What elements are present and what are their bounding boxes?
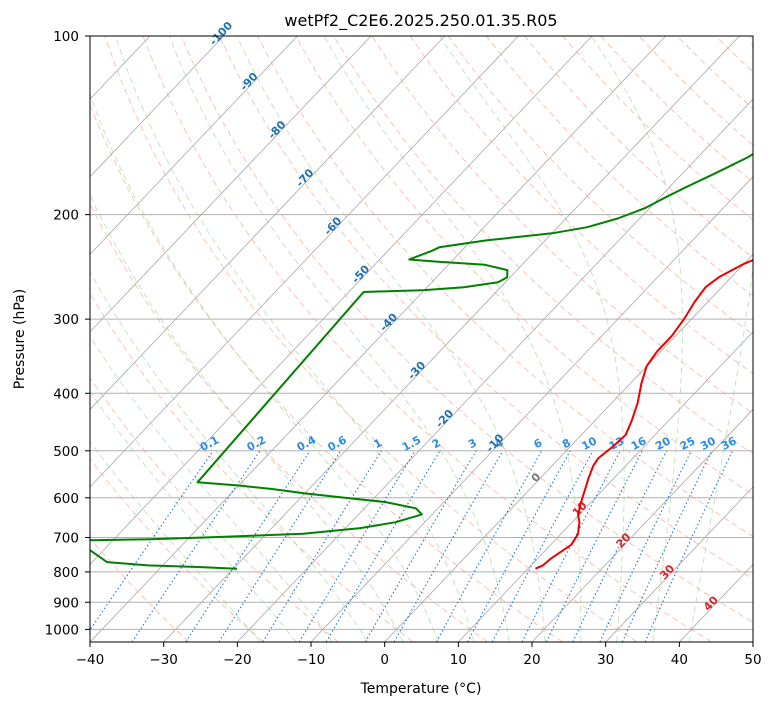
x-tick-label: −30 bbox=[149, 652, 178, 668]
mixing-ratio-line bbox=[572, 450, 668, 642]
x-tick-label: 0 bbox=[380, 652, 389, 668]
dry-adiabat-line bbox=[409, 36, 753, 375]
moist-adiabat-line bbox=[168, 36, 510, 642]
isotherm-line bbox=[237, 98, 753, 642]
y-axis-label: Pressure (hPa) bbox=[12, 289, 28, 389]
isotherm-line bbox=[90, 36, 666, 642]
moist-adiabat-line bbox=[590, 36, 683, 642]
plot-frame bbox=[89, 35, 754, 643]
isotherm-line bbox=[531, 408, 753, 642]
isotherm-line bbox=[163, 36, 740, 642]
dry-adiabat-line bbox=[90, 202, 488, 642]
moist-adiabat-line bbox=[115, 36, 475, 642]
mixing-ratio-line bbox=[491, 450, 594, 642]
mixing-ratio-line bbox=[467, 450, 571, 642]
moist-adiabat-line bbox=[90, 440, 261, 642]
isotherm-line bbox=[90, 36, 372, 333]
dry-adiabat-line bbox=[218, 36, 753, 580]
dry-adiabat-line bbox=[295, 36, 753, 496]
isotherm-line bbox=[90, 36, 445, 410]
y-tick-label: 500 bbox=[53, 444, 79, 460]
dry-adiabat-line bbox=[257, 36, 753, 537]
mixing-ratio-label: 20 bbox=[653, 434, 673, 453]
moist-adiabat-line bbox=[439, 36, 625, 642]
dry-adiabat-line bbox=[447, 36, 753, 336]
moist-adiabat-line bbox=[90, 93, 439, 642]
dry-adiabat-line bbox=[104, 36, 638, 642]
dry-adiabat-line bbox=[90, 458, 264, 642]
x-tick-label: 50 bbox=[744, 652, 761, 668]
moist-adiabat-line bbox=[688, 36, 753, 642]
mixing-ratio-line bbox=[185, 450, 311, 642]
y-tick-label: 900 bbox=[53, 595, 79, 611]
isotherm-line bbox=[90, 36, 519, 488]
isotherm-line bbox=[605, 486, 753, 642]
y-tick-label: 600 bbox=[53, 491, 79, 507]
mixing-ratio-line bbox=[298, 450, 416, 642]
y-tick-label: 700 bbox=[53, 531, 79, 547]
moist-adiabat-line bbox=[90, 390, 297, 642]
x-tick-label: 20 bbox=[523, 652, 540, 668]
dry-adiabat-line bbox=[90, 292, 414, 642]
mixing-ratio-label: 16 bbox=[629, 434, 649, 453]
y-tick-label: 400 bbox=[53, 386, 79, 402]
dry-adiabat-line bbox=[180, 36, 753, 623]
isotherm-line bbox=[458, 331, 753, 642]
x-tick-label: −20 bbox=[223, 652, 252, 668]
y-tick-label: 100 bbox=[53, 29, 79, 45]
dewpoint-profile-line bbox=[90, 152, 753, 570]
mixing-ratio-line bbox=[218, 450, 342, 642]
temperature-profile-line bbox=[534, 258, 753, 570]
moist-adiabat-line bbox=[90, 335, 333, 642]
isotherm-line bbox=[90, 36, 593, 566]
x-tick-label: −40 bbox=[76, 652, 105, 668]
mixing-ratio-line bbox=[131, 450, 261, 642]
dry-adiabat-line bbox=[142, 36, 712, 642]
dry-adiabat-line bbox=[371, 36, 753, 414]
y-tick-label: 200 bbox=[53, 208, 79, 224]
profile-lines bbox=[90, 152, 753, 570]
mixing-ratio-label: 36 bbox=[719, 434, 739, 453]
y-tick-label: 300 bbox=[53, 312, 79, 328]
dry-adiabat-line bbox=[90, 103, 563, 642]
isotherm-line bbox=[384, 253, 753, 642]
x-tick-label: −10 bbox=[297, 652, 326, 668]
isotherm-line bbox=[90, 36, 298, 255]
x-tick-label: 30 bbox=[597, 652, 614, 668]
moist-adiabat-line bbox=[236, 36, 546, 642]
mixing-ratio-line bbox=[435, 450, 543, 642]
mixing-ratio-label: 10 bbox=[579, 434, 599, 453]
mixing-ratio-label: 30 bbox=[698, 434, 718, 453]
mixing-ratio-line bbox=[545, 450, 643, 642]
y-tick-label: 800 bbox=[53, 565, 79, 581]
dry-adiabat-line bbox=[333, 36, 753, 455]
background-lines bbox=[90, 36, 753, 642]
chart-title: wetPf2_C2E6.2025.250.01.35.R05 bbox=[284, 11, 557, 31]
x-tick-label: 40 bbox=[671, 652, 688, 668]
moist-adiabat-line bbox=[90, 194, 404, 642]
mixing-ratio-label: 25 bbox=[678, 434, 698, 453]
axes: −40 −30 −20 −10 0 10 20 30 40 50 100 200 300 400 500 60… bbox=[45, 29, 762, 668]
moist-adiabat-line bbox=[323, 36, 582, 642]
x-tick-label: 10 bbox=[450, 652, 467, 668]
isotherm-line bbox=[90, 36, 224, 178]
dry-adiabat-line bbox=[90, 537, 190, 642]
mixing-ratio-line bbox=[90, 450, 214, 631]
y-tick-label: 1000 bbox=[45, 622, 79, 638]
x-axis-label: Temperature (°C) bbox=[360, 681, 482, 697]
